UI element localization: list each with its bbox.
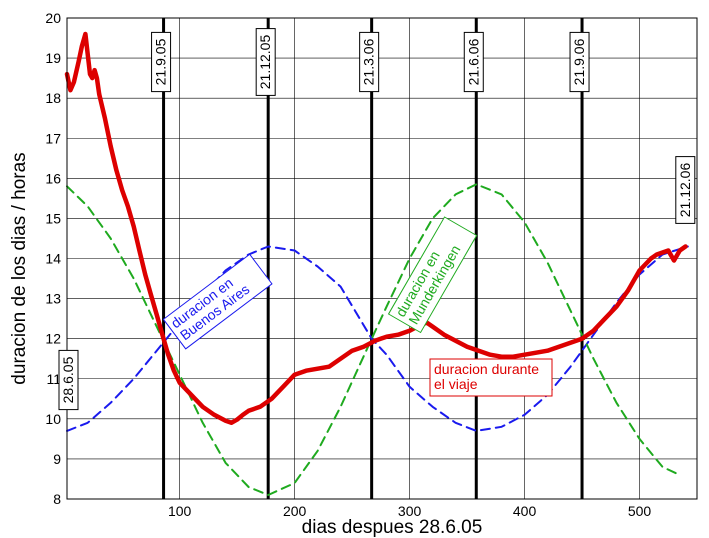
- y-tick-label: 19: [45, 50, 61, 66]
- annotation-box: [162, 253, 273, 350]
- date-marker-label: 21.9.06: [569, 31, 590, 93]
- date-marker-box: [675, 156, 696, 224]
- y-tick-label: 14: [45, 251, 61, 267]
- y-tick-label: 9: [53, 451, 61, 467]
- y-tick-label: 15: [45, 210, 61, 226]
- y-axis-label: duracion de los dias / horas: [9, 152, 30, 384]
- date-marker-text: 28.6.05: [60, 356, 76, 403]
- y-tick-label: 13: [45, 291, 61, 307]
- date-marker-lines: [162, 18, 584, 499]
- date-marker-box: [359, 31, 380, 93]
- x-tick-label: 400: [513, 503, 537, 519]
- date-marker-label: 21.12.05: [255, 28, 276, 96]
- plot-frame: [66, 17, 698, 500]
- date-marker-label: 28.6.05: [58, 349, 79, 411]
- date-marker-label: 21.12.06: [675, 156, 696, 224]
- date-marker-box: [463, 31, 484, 93]
- y-tick-label: 10: [45, 411, 61, 427]
- series-line: [66, 245, 689, 432]
- x-tick-label: 100: [168, 503, 192, 519]
- tick-labels: 8 9 10 11 12 13 14 15 16 17 18 19 20 100 200 300 400 500: [45, 10, 651, 519]
- date-marker-text: 21.12.06: [677, 163, 693, 218]
- date-marker-label: 21.9.05: [151, 31, 172, 93]
- date-marker-label: 21.6.06: [463, 31, 484, 93]
- series-line: [64, 31, 688, 426]
- y-tick-label: 12: [45, 331, 61, 347]
- date-marker-text: 21.9.05: [153, 38, 169, 85]
- date-marker-text: 21.12.05: [257, 35, 273, 90]
- x-tick-label: 500: [628, 503, 652, 519]
- x-tick-label: 200: [283, 503, 307, 519]
- annotation-text: duracion durante: [434, 361, 539, 377]
- y-tick-label: 11: [46, 371, 61, 387]
- date-marker-label: 21.3.06: [359, 31, 380, 93]
- annotation-text: el viaje: [434, 376, 478, 392]
- date-marker-box: [151, 31, 172, 93]
- annotation-box: [387, 216, 478, 334]
- annotation-box: [429, 358, 553, 397]
- x-axis-label: dias despues 28.6.05: [302, 517, 483, 538]
- date-marker-box: [569, 31, 590, 93]
- date-marker-text: 21.6.06: [465, 38, 481, 85]
- y-tick-label: 8: [53, 491, 61, 507]
- y-tick-label: 17: [45, 130, 61, 146]
- date-marker-box: [255, 28, 276, 96]
- y-tick-label: 16: [45, 170, 61, 186]
- y-tick-label: 20: [45, 10, 61, 26]
- date-marker-text: 21.9.06: [571, 38, 587, 85]
- date-marker-labels: 28.6.05 21.9.05 21.12.05 21.3.06 21.6.06 21.9…: [58, 28, 696, 411]
- date-marker-text: 21.3.06: [361, 38, 377, 85]
- x-tick-label: 300: [398, 503, 422, 519]
- y-tick-label: 18: [45, 90, 61, 106]
- date-marker-box: [58, 349, 79, 411]
- series-lines: [64, 31, 689, 496]
